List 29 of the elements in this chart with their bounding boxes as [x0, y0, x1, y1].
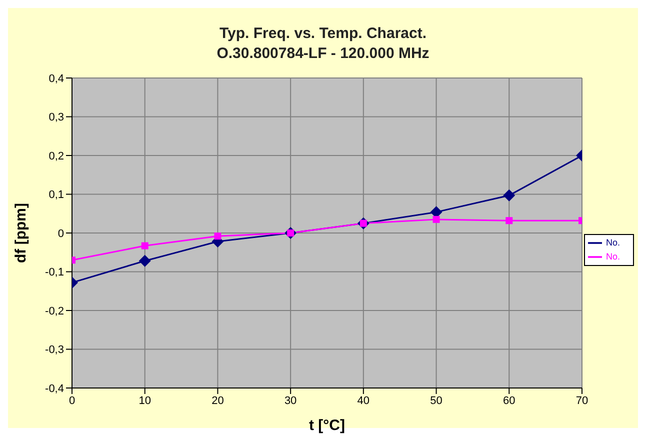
- y-axis-title: df [ppm]: [12, 203, 30, 263]
- y-tick-label: 0,2: [48, 150, 64, 162]
- y-tick-label: -0,4: [45, 382, 64, 395]
- y-tick-label: 0: [58, 228, 64, 240]
- y-tick-label: 0,4: [48, 72, 64, 85]
- y-tick-label: -0,3: [45, 344, 64, 356]
- point: [503, 189, 516, 202]
- x-tick-label: 30: [284, 394, 297, 407]
- point: [506, 217, 513, 224]
- y-tick-label: -0,2: [45, 305, 64, 318]
- x-tick-label: 20: [212, 394, 224, 407]
- x-tick-label: 70: [576, 394, 588, 407]
- x-tick-label: 10: [138, 394, 151, 407]
- y-tick-label: 0,3: [48, 112, 64, 124]
- point: [141, 242, 148, 250]
- x-tick-label: 0: [68, 394, 76, 407]
- x-axis-title: t [°C]: [309, 417, 345, 434]
- point: [214, 232, 222, 240]
- x-tick-label: 60: [503, 394, 516, 407]
- legend-label: No.: [606, 251, 620, 262]
- legend-label: No.: [606, 237, 620, 248]
- x-tick-label: 40: [357, 394, 370, 407]
- y-tick-label: 0,1: [48, 189, 64, 202]
- point: [432, 216, 440, 223]
- y-tick-label: -0,1: [45, 266, 64, 279]
- point: [138, 254, 151, 267]
- x-tick-label: 50: [430, 394, 442, 407]
- chart-title: Typ. Freq. vs. Temp. Charact.: [218, 24, 428, 44]
- chart-subtitle: O.30.800784-LF - 120.000 MHz: [216, 44, 430, 64]
